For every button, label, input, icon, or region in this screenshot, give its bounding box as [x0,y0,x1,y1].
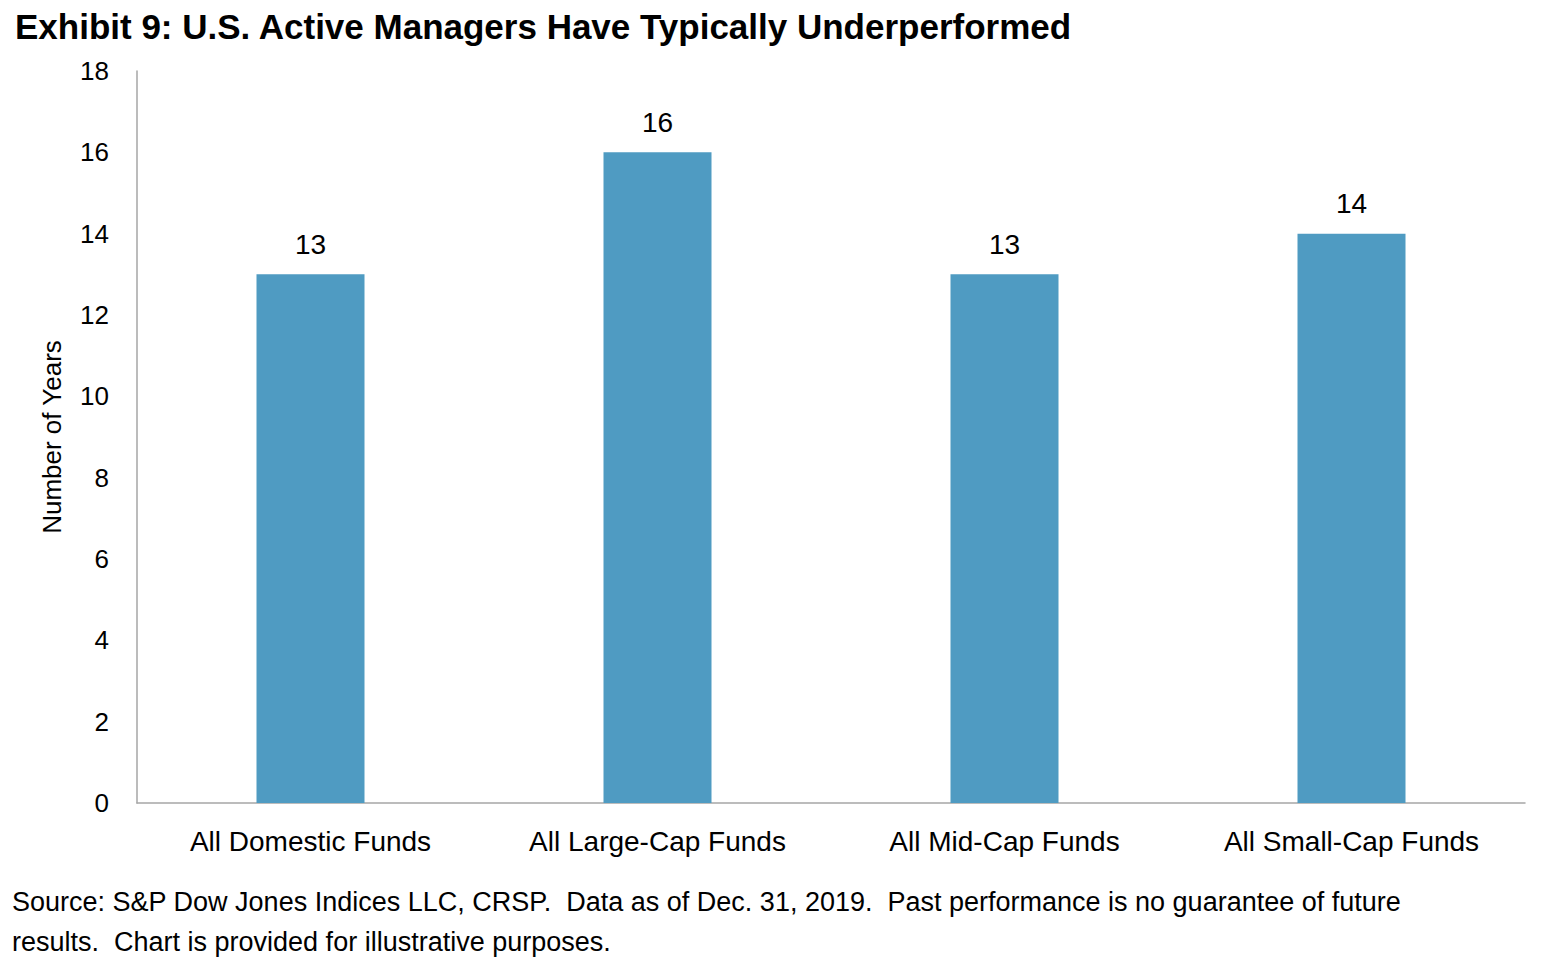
svg-text:results. Chart is provided fo: results. Chart is provided for illustrat… [12,927,611,957]
svg-text:6: 6 [95,544,109,574]
svg-text:0: 0 [95,788,109,818]
svg-text:16: 16 [80,137,109,167]
svg-text:16: 16 [642,107,673,138]
svg-text:8: 8 [95,463,109,493]
svg-text:Source: S&P Dow Jones Indices: Source: S&P Dow Jones Indices LLC, CRSP.… [12,887,1408,917]
svg-text:All Mid-Cap Funds: All Mid-Cap Funds [889,826,1119,857]
svg-text:18: 18 [80,56,109,86]
svg-text:14: 14 [1336,188,1367,219]
svg-text:2: 2 [95,707,109,737]
svg-text:10: 10 [80,381,109,411]
svg-text:Number of Years: Number of Years [37,340,67,534]
svg-text:4: 4 [95,625,109,655]
svg-text:All Small-Cap Funds: All Small-Cap Funds [1224,826,1479,857]
svg-text:14: 14 [80,219,109,249]
svg-text:12: 12 [80,300,109,330]
svg-text:13: 13 [989,229,1020,260]
svg-text:Exhibit 9: U.S. Active Manager: Exhibit 9: U.S. Active Managers Have Typ… [15,7,1071,46]
svg-text:13: 13 [295,229,326,260]
svg-text:All Large-Cap Funds: All Large-Cap Funds [529,826,786,857]
svg-text:All Domestic Funds: All Domestic Funds [190,826,431,857]
